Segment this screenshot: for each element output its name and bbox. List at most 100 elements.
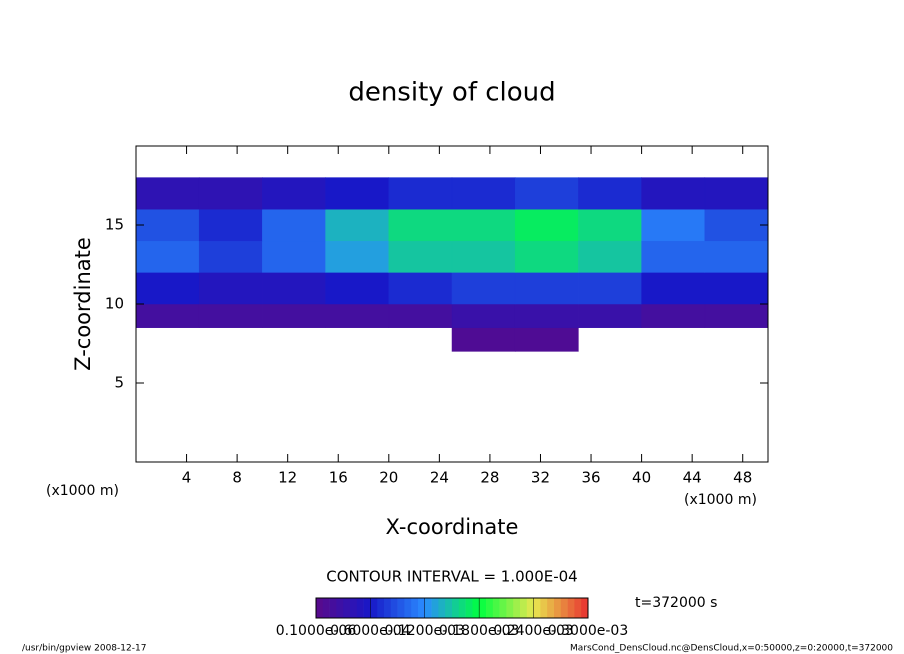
- density-cell: [325, 177, 390, 210]
- density-cell: [514, 177, 579, 210]
- colorbar-cell: [329, 598, 337, 618]
- colorbar-cell: [438, 598, 446, 618]
- colorbar-cell: [506, 598, 514, 618]
- x-tick-label: 12: [278, 469, 297, 487]
- colorbar-cell: [390, 598, 398, 618]
- colorbar-cell: [458, 598, 466, 618]
- density-cell: [451, 327, 516, 352]
- density-cell: [325, 272, 390, 305]
- colorbar-cell: [574, 598, 582, 618]
- colorbar-cell: [431, 598, 439, 618]
- colorbar-tick-label: 0.2400e-03: [493, 623, 573, 639]
- density-cell: [704, 303, 769, 328]
- density-cell: [704, 177, 769, 210]
- density-cell: [514, 327, 579, 352]
- colorbar-tick-label: 0.1200e-03: [385, 623, 465, 639]
- y-unit: (x1000 m): [46, 483, 119, 499]
- density-cell: [135, 240, 200, 273]
- density-cell: [514, 240, 579, 273]
- colorbar-cell: [336, 598, 344, 618]
- density-cell: [325, 240, 390, 273]
- colorbar-cell: [472, 598, 480, 618]
- density-cell: [578, 240, 642, 273]
- x-tick-label: 40: [632, 469, 651, 487]
- footer-left: /usr/bin/gpview 2008-12-17: [22, 644, 146, 654]
- density-cell: [704, 208, 769, 242]
- colorbar-tick-label: 0.6000e-04: [330, 623, 411, 639]
- x-tick-label: 24: [430, 469, 449, 487]
- density-cell: [641, 208, 706, 242]
- density-cell: [514, 303, 579, 328]
- density-cell: [135, 177, 200, 210]
- density-cell: [514, 208, 579, 242]
- density-cell: [578, 208, 642, 242]
- colorbar-cell: [499, 598, 507, 618]
- density-cell: [578, 272, 642, 305]
- density-cell: [451, 240, 516, 273]
- colorbar-cell: [479, 598, 487, 618]
- colorbar-cell: [370, 598, 378, 618]
- colorbar-cell: [397, 598, 405, 618]
- colorbar-cell: [452, 598, 460, 618]
- x-unit: (x1000 m): [684, 492, 757, 508]
- density-cell: [388, 272, 453, 305]
- density-cell: [704, 272, 769, 305]
- x-tick-label: 16: [329, 469, 348, 487]
- density-cell: [135, 208, 200, 242]
- x-tick-label: 20: [379, 469, 398, 487]
- footer-right: MarsCond_DensCloud.nc@DensCloud,x=0:5000…: [570, 644, 893, 654]
- density-cell: [388, 303, 453, 328]
- y-tick-label: 15: [105, 216, 124, 234]
- density-cell: [262, 303, 326, 328]
- colorbar-tick-label: 0.3000e-03: [548, 623, 628, 639]
- density-cell: [135, 303, 200, 328]
- x-tick-label: 4: [182, 469, 192, 487]
- colorbar-cell: [554, 598, 562, 618]
- density-cell: [198, 208, 263, 242]
- colorbar-cell: [343, 598, 351, 618]
- colorbar-cell: [356, 598, 364, 618]
- x-tick-label: 28: [480, 469, 499, 487]
- colorbar-tick-label: 0.1000e-06: [276, 623, 357, 639]
- density-cell: [262, 240, 326, 273]
- density-cell: [388, 177, 453, 210]
- density-cell: [451, 272, 516, 305]
- colorbar-cell: [581, 598, 589, 618]
- density-cell: [262, 208, 326, 242]
- colorbar-cell: [363, 598, 371, 618]
- density-cell: [198, 240, 263, 273]
- colorbar-cell: [418, 598, 426, 618]
- colorbar-cell: [445, 598, 453, 618]
- density-cell: [641, 303, 706, 328]
- density-cell: [641, 240, 706, 273]
- x-tick-label: 36: [581, 469, 600, 487]
- density-cell: [135, 272, 200, 305]
- density-cell: [198, 177, 263, 210]
- colorbar-cell: [513, 598, 521, 618]
- colorbar-cell: [411, 598, 419, 618]
- colorbar-cell: [560, 598, 568, 618]
- chart-title: density of cloud: [348, 78, 555, 108]
- y-axis-label: Z-coordinate: [71, 237, 95, 371]
- x-tick-label: 8: [232, 469, 242, 487]
- density-cell: [704, 240, 769, 273]
- colorbar-cell: [547, 598, 555, 618]
- x-tick-label: 48: [733, 469, 752, 487]
- y-tick-label: 5: [114, 374, 124, 392]
- colorbar-cell: [377, 598, 385, 618]
- colorbar-cell: [465, 598, 473, 618]
- colorbar-cell: [424, 598, 432, 618]
- density-cell: [641, 272, 706, 305]
- density-cell: [262, 177, 326, 210]
- colorbar-cell: [404, 598, 412, 618]
- density-cell: [325, 208, 390, 242]
- density-cell: [451, 177, 516, 210]
- x-axis-label: X-coordinate: [386, 515, 519, 539]
- density-cell: [198, 303, 263, 328]
- density-cell: [262, 272, 326, 305]
- density-cell: [451, 208, 516, 242]
- density-cell: [641, 177, 706, 210]
- time-label: t=372000 s: [635, 595, 717, 611]
- density-cell: [451, 303, 516, 328]
